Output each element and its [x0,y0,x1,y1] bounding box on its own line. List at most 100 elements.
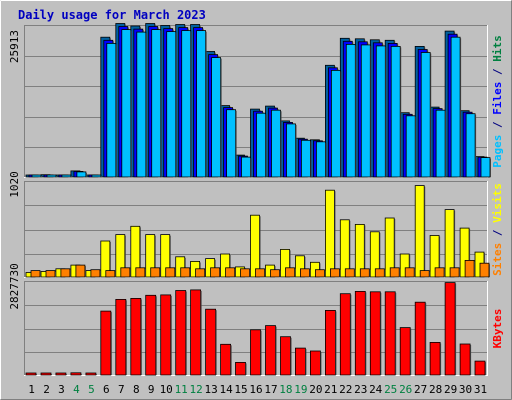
panel-middle-legend-part-1: / [491,223,504,243]
x-label-day-9: 9 [148,383,155,396]
bar-pages-day-28 [435,109,446,178]
x-label-day-14: 14 [219,383,233,396]
panel-bottom-ymax-label: 2827730 [8,263,21,309]
bar-pages-day-9 [151,29,162,178]
panel-top-legend-label: Pages / Files / Hits [491,35,504,168]
x-label-day-31: 31 [474,383,487,396]
bar-sites-day-29 [449,267,460,278]
x-label-day-18: 18 [279,383,292,396]
bar-kbytes-day-23 [354,290,366,376]
x-label-day-21: 21 [324,383,337,396]
panel-middle-legend-part-0: Sites [491,243,504,276]
panel-top-legend-part-1: / [491,115,504,135]
bar-sites-day-28 [434,267,445,278]
series-pages [31,29,491,178]
x-label-day-23: 23 [354,383,367,396]
bar-sites-day-1 [30,270,41,278]
bar-pages-day-19 [300,139,311,178]
x-label-day-5: 5 [88,383,95,396]
bar-kbytes-day-22 [339,293,351,376]
x-label-day-7: 7 [118,383,125,396]
bar-pages-day-22 [345,44,356,178]
bar-sites-day-16 [255,268,265,278]
bar-pages-day-11 [181,30,192,178]
bar-kbytes-day-24 [369,291,381,376]
x-label-day-4: 4 [73,383,80,396]
bar-kbytes-day-30 [459,343,471,376]
bar-sites-day-9 [150,267,161,278]
bar-sites-day-19 [299,268,310,278]
bar-pages-day-17 [271,109,281,178]
bar-pages-day-5 [91,174,102,178]
bar-kbytes-day-25 [384,291,396,376]
panel-top-ymax-label: 25913 [8,30,21,63]
series-sites [30,259,490,278]
bar-pages-day-10 [166,31,177,178]
bar-pages-day-1 [31,174,42,178]
bar-pages-day-31 [480,157,491,178]
x-label-day-2: 2 [43,383,50,396]
bar-sites-day-30 [464,259,475,278]
bar-pages-day-26 [405,115,416,178]
x-label-day-3: 3 [58,383,65,396]
bar-kbytes-day-4 [70,372,82,376]
chart-title: Daily usage for March 2023 [18,8,206,22]
chart-panels: 25913 Pages / Files / Hits 1020 Sites / Vis… [8,23,504,376]
bar-kbytes-day-18 [280,336,291,376]
bar-kbytes-day-31 [474,360,486,376]
bar-pages-day-7 [121,29,132,178]
x-label-day-10: 10 [160,383,173,396]
bar-kbytes-day-29 [444,282,456,376]
bar-kbytes-day-21 [324,309,336,376]
bar-pages-day-4 [76,171,87,178]
panel-top-legend-part-4: Hits [491,35,504,62]
bar-pages-day-12 [196,30,207,178]
bar-sites-day-5 [90,269,101,278]
bar-sites-day-27 [419,270,430,278]
bar-pages-day-24 [375,45,386,178]
bar-kbytes-day-6 [100,310,112,376]
x-label-day-16: 16 [249,383,262,396]
bar-kbytes-day-20 [309,350,321,376]
panel-bottom: 2827730 KBytes [8,263,504,376]
bar-pages-day-13 [211,57,222,178]
bar-sites-day-12 [195,268,206,278]
x-label-day-15: 15 [234,383,247,396]
bar-pages-day-25 [390,46,401,178]
x-label-day-26: 26 [399,383,412,396]
bar-kbytes-day-3 [55,372,67,376]
x-axis-labels: 1 2 3 4 5 6 7 8 9 10 11 12 13 14 15 16 17 18 19 20 21 22 23 24 2… [28,383,487,396]
bar-kbytes-day-5 [85,372,97,376]
bar-pages-day-16 [256,112,266,178]
bar-kbytes-day-13 [205,308,217,376]
bar-sites-day-23 [359,268,370,278]
x-label-day-28: 28 [429,383,442,396]
bar-sites-day-4 [75,264,86,278]
panel-middle-legend-label: Sites / Visits [491,183,504,276]
bar-sites-day-15 [240,268,250,278]
bar-kbytes-day-12 [190,289,202,376]
bar-sites-day-26 [404,267,415,278]
bar-pages-day-8 [136,31,147,178]
bar-sites-day-11 [180,267,191,278]
panel-top-legend-part-2: Files [491,82,504,115]
panel-bottom-legend-part-0: KBytes [491,309,504,349]
bar-pages-day-23 [360,44,371,178]
x-label-day-24: 24 [369,383,383,396]
x-label-day-30: 30 [459,383,472,396]
bar-kbytes-day-17 [265,325,276,376]
x-label-day-19: 19 [294,383,307,396]
bar-sites-day-6 [105,270,116,278]
bar-sites-day-2 [45,270,56,278]
series-kbytes [25,282,486,376]
bar-visits-day-16 [250,214,260,278]
bar-sites-day-7 [120,267,131,278]
x-label-day-11: 11 [175,383,188,396]
bar-sites-day-22 [344,268,355,278]
x-label-day-6: 6 [103,383,110,396]
bar-visits-day-29 [444,209,455,278]
x-label-day-25: 25 [384,383,397,396]
x-label-day-20: 20 [309,383,322,396]
